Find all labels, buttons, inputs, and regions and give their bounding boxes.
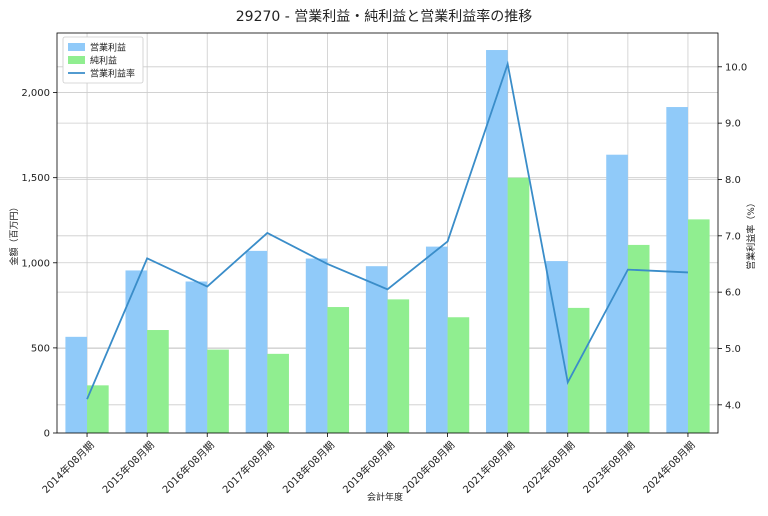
bar-operating-profit — [245, 250, 268, 433]
y2-ticks: 4.0 5.0 6.0 7.0 8.0 9.0 10.0 — [718, 62, 747, 411]
x-tick-label: 2014年08月期 — [39, 438, 96, 495]
bar-operating-profit — [125, 270, 148, 433]
chart-title: 29270 - 営業利益・純利益と営業利益率の推移 — [236, 8, 533, 25]
line-operating-margin — [86, 60, 688, 400]
bar-net-profit — [387, 299, 410, 433]
y-tick-label: 500 — [31, 343, 50, 354]
x-tick-label: 2019年08月期 — [340, 438, 397, 495]
y2-tick-label: 7.0 — [725, 231, 741, 242]
bar-operating-profit — [65, 336, 88, 433]
bar-net-profit — [267, 353, 289, 433]
bar-net-profit — [567, 307, 590, 433]
x-tick-label: 2021年08月期 — [460, 438, 517, 495]
bar-operating-profit — [365, 266, 388, 433]
x-ticks: 2014年08月期 2015年08月期 2016年08月期 2017年08月期 2018… — [39, 433, 698, 496]
y-tick-label: 2,000 — [21, 88, 50, 99]
legend-label: 営業利益 — [90, 42, 126, 54]
line-series — [86, 60, 688, 400]
y2-axis-label: 営業利益率（%） — [745, 198, 757, 270]
legend-label: 営業利益率 — [90, 68, 135, 80]
legend-swatch — [68, 43, 85, 51]
bar-net-profit — [627, 244, 650, 433]
y2-tick-label: 4.0 — [725, 400, 741, 411]
bar-net-profit — [87, 385, 109, 433]
bar-net-profit — [147, 330, 169, 433]
bar-net-profit — [447, 317, 470, 433]
bar-operating-profit — [606, 154, 628, 433]
x-tick-label: 2016年08月期 — [159, 438, 216, 495]
y2-tick-label: 8.0 — [725, 175, 741, 186]
bar-net-profit — [507, 177, 530, 433]
y-axis-label: 金額（百万円） — [8, 202, 20, 265]
y-tick-label: 1,500 — [21, 173, 50, 184]
legend-label: 純利益 — [90, 55, 117, 67]
y-tick-label: 0 — [44, 429, 50, 440]
bar-operating-profit — [305, 258, 328, 433]
x-tick-label: 2022年08月期 — [520, 438, 577, 495]
x-tick-label: 2017年08月期 — [220, 438, 277, 495]
y-tick-label: 1,000 — [21, 258, 50, 269]
x-axis-label: 会計年度 — [367, 491, 403, 503]
bar-net-profit — [687, 219, 710, 433]
y2-tick-label: 9.0 — [725, 119, 741, 130]
y-ticks: 0 500 1,000 1,500 2,000 — [21, 88, 57, 440]
bar-operating-profit — [425, 246, 448, 433]
bar-operating-profit — [546, 261, 568, 433]
bar-operating-profit — [185, 281, 208, 433]
bar-net-profit — [327, 307, 350, 433]
x-tick-label: 2023年08月期 — [580, 438, 637, 495]
y2-tick-label: 6.0 — [725, 288, 741, 299]
x-tick-label: 2020年08月期 — [400, 438, 457, 495]
legend-swatch — [68, 56, 85, 64]
bars — [65, 50, 710, 434]
y2-tick-label: 10.0 — [725, 62, 747, 73]
bar-operating-profit — [486, 50, 508, 434]
y2-tick-label: 5.0 — [725, 344, 741, 355]
x-tick-label: 2015年08月期 — [99, 438, 156, 495]
bar-net-profit — [207, 349, 229, 433]
x-tick-label: 2024年08月期 — [640, 438, 697, 495]
bar-operating-profit — [666, 107, 688, 434]
x-tick-label: 2018年08月期 — [280, 438, 337, 495]
